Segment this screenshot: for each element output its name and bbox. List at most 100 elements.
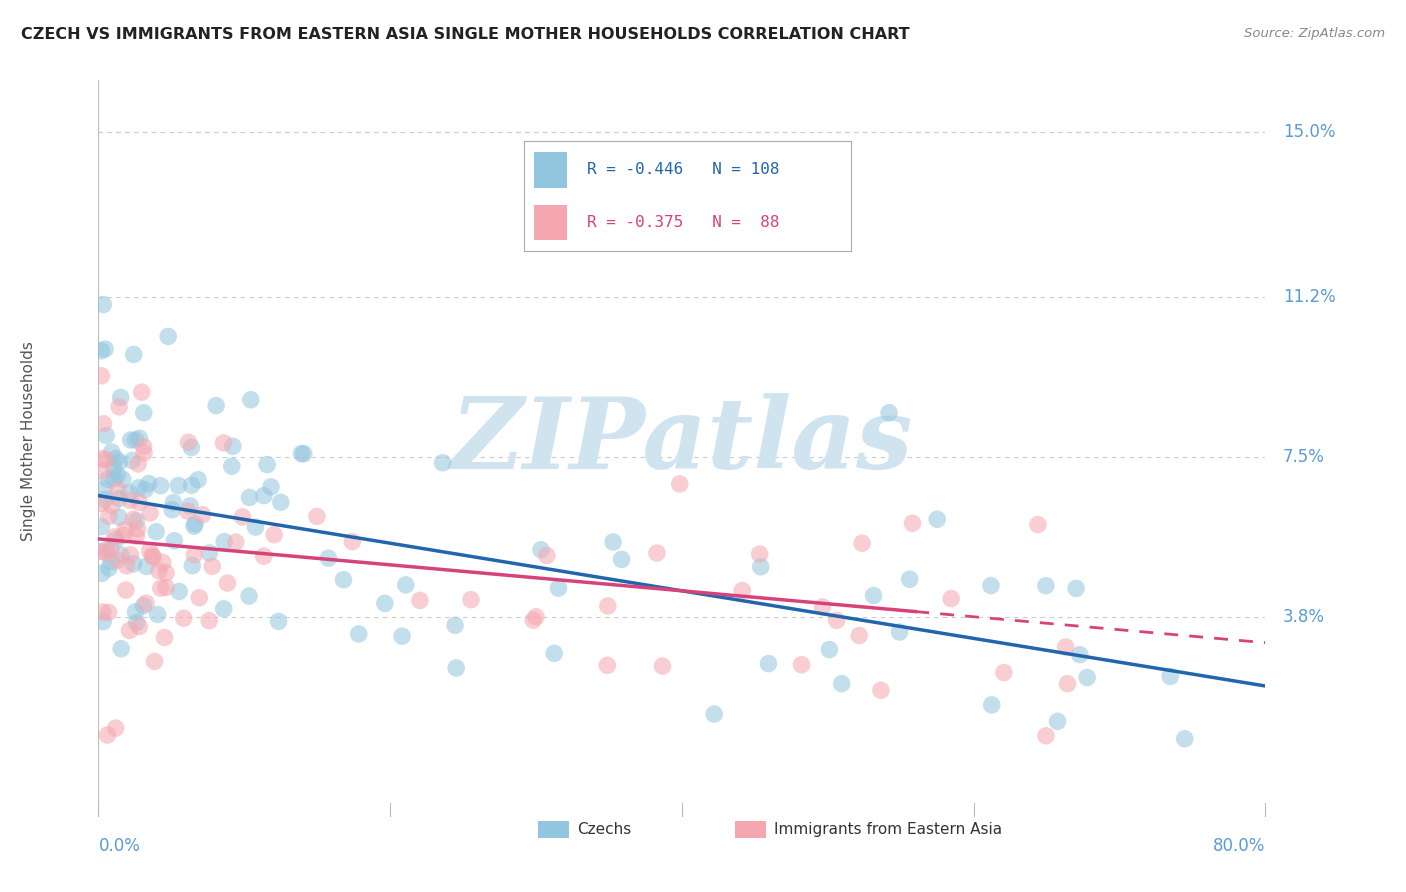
- Point: [108, 455, 131, 469]
- Point: [163, 533, 186, 548]
- Point: [90, 544, 112, 558]
- Point: [749, 559, 772, 574]
- Text: Source: ZipAtlas.com: Source: ZipAtlas.com: [1244, 27, 1385, 40]
- Point: [198, 614, 221, 628]
- Point: [825, 613, 848, 627]
- Point: [132, 446, 155, 460]
- Point: [758, 657, 780, 671]
- Text: CZECH VS IMMIGRANTS FROM EASTERN ASIA SINGLE MOTHER HOUSEHOLDS CORRELATION CHART: CZECH VS IMMIGRANTS FROM EASTERN ASIA SI…: [21, 27, 910, 42]
- Point: [132, 406, 155, 420]
- Point: [522, 613, 544, 627]
- Point: [901, 516, 924, 531]
- Point: [1054, 640, 1077, 654]
- Text: 0.0%: 0.0%: [98, 838, 141, 855]
- Point: [877, 406, 900, 420]
- Point: [374, 596, 396, 610]
- Point: [162, 495, 184, 509]
- Point: [120, 493, 142, 508]
- Point: [91, 464, 114, 478]
- Point: [152, 555, 174, 569]
- Point: [180, 441, 202, 455]
- Point: [108, 491, 131, 506]
- Point: [121, 453, 143, 467]
- Point: [927, 512, 949, 526]
- Point: [1056, 676, 1078, 690]
- FancyBboxPatch shape: [534, 153, 567, 187]
- Text: Czechs: Czechs: [578, 822, 631, 837]
- Point: [112, 528, 135, 542]
- Point: [127, 457, 149, 471]
- Point: [90, 368, 112, 383]
- Point: [668, 476, 690, 491]
- Point: [148, 564, 170, 578]
- Point: [90, 496, 112, 510]
- Point: [1035, 729, 1057, 743]
- Point: [142, 549, 165, 564]
- Point: [267, 615, 290, 629]
- Point: [395, 578, 418, 592]
- Point: [93, 482, 115, 496]
- Point: [139, 544, 162, 558]
- Point: [596, 599, 619, 613]
- Text: R = -0.375   N =  88: R = -0.375 N = 88: [586, 215, 779, 230]
- Point: [818, 642, 841, 657]
- Point: [104, 451, 127, 466]
- Point: [183, 548, 205, 562]
- Point: [444, 661, 467, 675]
- Point: [256, 458, 278, 472]
- Point: [260, 480, 283, 494]
- Point: [231, 510, 253, 524]
- Point: [149, 479, 172, 493]
- Text: ZIPatlas: ZIPatlas: [451, 393, 912, 490]
- Point: [108, 400, 131, 414]
- Point: [432, 456, 454, 470]
- Point: [181, 558, 204, 573]
- Point: [179, 499, 201, 513]
- Point: [898, 572, 921, 586]
- Point: [146, 607, 169, 622]
- Point: [290, 447, 312, 461]
- Point: [134, 483, 156, 497]
- Point: [183, 519, 205, 533]
- Point: [173, 611, 195, 625]
- Point: [1064, 582, 1087, 596]
- Point: [108, 510, 131, 524]
- Point: [97, 561, 120, 575]
- Point: [139, 506, 162, 520]
- Text: 7.5%: 7.5%: [1282, 448, 1324, 466]
- Point: [851, 536, 873, 550]
- Point: [460, 592, 482, 607]
- Point: [90, 519, 112, 533]
- Point: [104, 721, 127, 735]
- Point: [177, 504, 200, 518]
- Point: [790, 657, 813, 672]
- Point: [184, 516, 207, 531]
- Point: [188, 591, 211, 605]
- Point: [135, 559, 157, 574]
- Point: [96, 428, 118, 442]
- Point: [222, 439, 245, 453]
- Point: [180, 478, 202, 492]
- Point: [122, 512, 145, 526]
- Point: [143, 654, 166, 668]
- Point: [128, 481, 150, 495]
- Point: [305, 509, 328, 524]
- Point: [91, 297, 114, 311]
- Point: [201, 559, 224, 574]
- Point: [444, 618, 467, 632]
- Point: [167, 478, 190, 492]
- Point: [107, 468, 129, 483]
- Point: [90, 343, 112, 358]
- Point: [131, 385, 153, 400]
- Point: [645, 546, 668, 560]
- Point: [124, 605, 146, 619]
- Point: [91, 451, 114, 466]
- Text: 15.0%: 15.0%: [1282, 123, 1336, 141]
- Point: [342, 534, 364, 549]
- Point: [391, 629, 413, 643]
- Point: [128, 495, 150, 509]
- Point: [831, 676, 853, 690]
- Point: [93, 417, 115, 431]
- Point: [127, 522, 149, 536]
- Point: [731, 583, 754, 598]
